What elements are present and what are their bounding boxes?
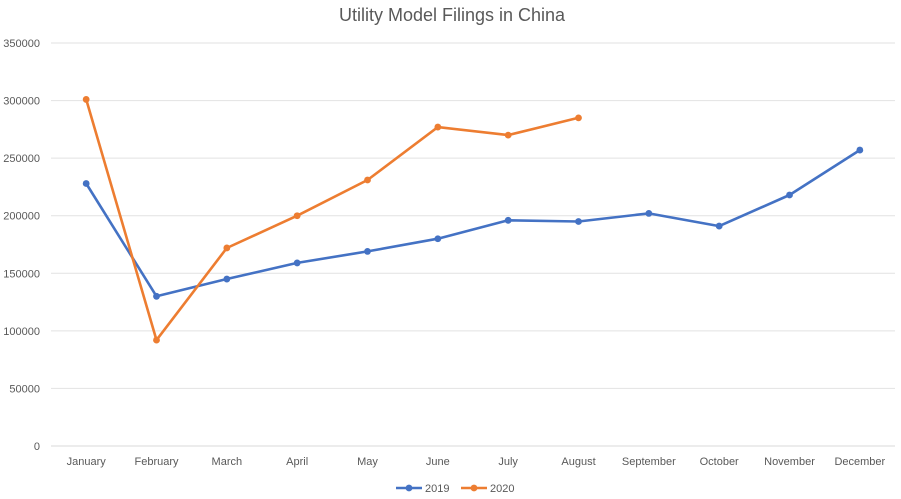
legend-label: 2020 — [490, 483, 514, 495]
data-point — [364, 176, 371, 184]
data-point — [575, 218, 582, 225]
series-line — [84, 148, 862, 298]
x-tick-label: August — [561, 456, 595, 468]
y-tick-label: 0 — [34, 441, 40, 453]
series-lines — [82, 96, 864, 344]
data-point — [645, 210, 653, 217]
x-tick-label: November — [764, 456, 815, 468]
x-tick-label: March — [212, 456, 243, 468]
data-point — [504, 216, 512, 224]
y-tick-label: 250000 — [3, 153, 40, 165]
x-tick-label: April — [286, 456, 308, 468]
y-tick-label: 350000 — [3, 38, 40, 50]
data-point — [82, 96, 90, 103]
data-point — [504, 131, 512, 139]
legend-item-2020: 2020 — [461, 483, 514, 495]
y-tick-label: 100000 — [3, 326, 40, 338]
data-point — [223, 275, 231, 283]
data-point — [153, 292, 160, 300]
y-tick-label: 50000 — [9, 383, 40, 395]
series-2020 — [82, 96, 582, 344]
gridlines — [51, 42, 895, 447]
data-point — [715, 222, 723, 230]
data-point — [434, 235, 442, 243]
legend-marker — [470, 484, 478, 492]
legend-label: 2019 — [425, 483, 449, 495]
x-tick-label: February — [134, 456, 179, 468]
x-tick-label: September — [622, 456, 676, 468]
x-tick-label: October — [700, 456, 739, 468]
data-point — [82, 180, 90, 187]
chart-title: Utility Model Filings in China — [339, 5, 566, 25]
series-2019 — [82, 146, 864, 300]
data-point — [575, 114, 582, 122]
x-axis-ticks: January February March April May June July Augu… — [67, 456, 886, 468]
legend: 2019 2020 — [396, 483, 514, 495]
legend-marker — [405, 484, 413, 492]
x-tick-label: December — [834, 456, 885, 468]
x-tick-label: January — [67, 456, 107, 468]
data-point — [293, 259, 301, 267]
data-point — [364, 248, 371, 255]
data-point — [786, 191, 793, 199]
x-tick-label: June — [426, 456, 450, 468]
legend-item-2019: 2019 — [396, 483, 449, 495]
y-axis-ticks: 0 50000 100000 150000 200000 250000 300000 3500… — [3, 38, 40, 453]
data-point — [223, 244, 231, 252]
y-tick-label: 300000 — [3, 96, 40, 108]
x-tick-label: May — [357, 456, 378, 468]
x-tick-label: July — [498, 456, 518, 468]
series-line — [84, 98, 580, 342]
data-point — [153, 336, 160, 344]
y-tick-label: 200000 — [3, 211, 40, 223]
y-tick-label: 150000 — [3, 268, 40, 280]
data-point — [856, 146, 864, 154]
data-point — [434, 123, 442, 131]
data-point — [293, 212, 301, 220]
